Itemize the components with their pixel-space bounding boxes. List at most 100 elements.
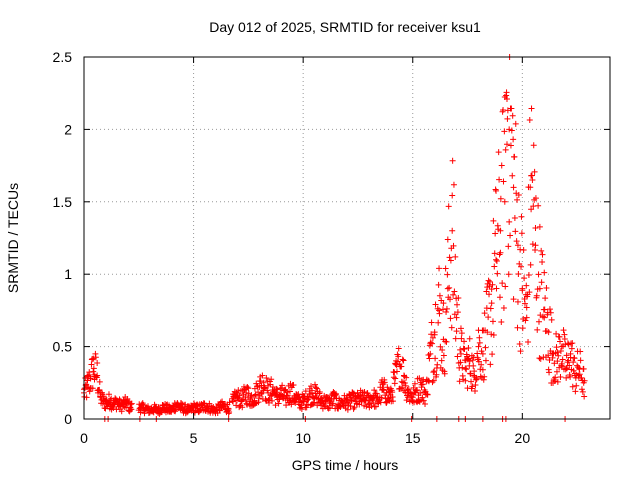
data-point bbox=[432, 301, 439, 308]
data-point bbox=[230, 398, 237, 405]
data-point bbox=[542, 295, 549, 302]
x-axis-label: GPS time / hours bbox=[292, 457, 399, 473]
data-point bbox=[558, 343, 565, 350]
data-point bbox=[515, 271, 522, 278]
data-point bbox=[543, 284, 550, 291]
data-point bbox=[462, 377, 469, 384]
data-point bbox=[90, 368, 97, 375]
data-point bbox=[518, 263, 525, 270]
data-point bbox=[457, 325, 464, 332]
data-point bbox=[368, 403, 375, 410]
data-point bbox=[396, 360, 403, 367]
grid-lines bbox=[84, 57, 610, 419]
data-point bbox=[475, 343, 482, 350]
data-point bbox=[399, 384, 406, 391]
data-point bbox=[529, 241, 536, 248]
data-point bbox=[283, 389, 290, 396]
y-tick-label: 1.5 bbox=[53, 194, 73, 210]
data-point bbox=[298, 405, 305, 412]
data-point bbox=[269, 397, 276, 404]
data-point bbox=[565, 357, 572, 364]
data-point bbox=[579, 388, 586, 395]
data-point bbox=[308, 389, 315, 396]
data-point bbox=[479, 366, 486, 373]
data-point bbox=[467, 370, 474, 377]
data-point bbox=[551, 360, 558, 367]
data-point bbox=[557, 374, 564, 381]
data-point bbox=[449, 192, 456, 199]
data-point bbox=[390, 398, 397, 405]
data-point bbox=[520, 246, 527, 253]
data-point bbox=[447, 296, 454, 303]
data-point bbox=[257, 378, 264, 385]
data-point bbox=[431, 368, 438, 375]
data-point bbox=[526, 289, 533, 296]
data-point bbox=[452, 253, 459, 260]
data-point bbox=[458, 330, 465, 337]
data-point bbox=[255, 389, 262, 396]
data-point bbox=[401, 379, 408, 386]
data-point bbox=[428, 319, 435, 326]
data-point bbox=[395, 353, 402, 360]
data-point bbox=[159, 404, 166, 411]
data-point bbox=[569, 383, 576, 390]
data-point bbox=[265, 389, 272, 396]
data-point bbox=[146, 407, 153, 414]
data-point bbox=[470, 362, 477, 369]
data-point bbox=[507, 232, 514, 239]
data-point bbox=[273, 394, 280, 401]
data-point bbox=[393, 368, 400, 375]
data-point bbox=[528, 206, 535, 213]
data-point bbox=[546, 357, 553, 364]
data-point bbox=[466, 335, 473, 342]
data-point bbox=[440, 352, 447, 359]
data-point bbox=[518, 213, 525, 220]
data-point bbox=[486, 291, 493, 298]
data-point bbox=[264, 387, 271, 394]
data-point bbox=[461, 346, 468, 353]
data-point bbox=[555, 352, 562, 359]
data-point bbox=[550, 350, 557, 357]
data-point bbox=[402, 382, 409, 389]
data-point bbox=[422, 401, 429, 408]
data-point bbox=[494, 270, 501, 277]
data-point bbox=[151, 405, 158, 412]
data-point bbox=[561, 335, 568, 342]
data-point bbox=[312, 384, 319, 391]
data-point bbox=[444, 236, 451, 243]
data-point bbox=[225, 405, 232, 412]
data-point bbox=[501, 198, 508, 205]
data-point bbox=[450, 242, 457, 249]
data-point bbox=[497, 195, 504, 202]
data-point bbox=[300, 398, 307, 405]
data-point bbox=[489, 351, 496, 358]
data-point bbox=[113, 398, 120, 405]
data-point bbox=[541, 306, 548, 313]
data-point bbox=[226, 399, 233, 406]
data-point bbox=[330, 395, 337, 402]
data-point bbox=[533, 292, 540, 299]
data-point bbox=[516, 340, 523, 347]
data-point bbox=[268, 376, 275, 383]
data-point bbox=[290, 382, 297, 389]
data-point bbox=[527, 261, 534, 268]
data-point bbox=[395, 345, 402, 352]
y-tick-label: 1 bbox=[64, 266, 72, 282]
data-point bbox=[105, 391, 112, 398]
data-point bbox=[491, 263, 498, 270]
data-point bbox=[267, 381, 274, 388]
data-point bbox=[509, 172, 516, 179]
data-point bbox=[457, 350, 464, 357]
data-point bbox=[566, 362, 573, 369]
data-point bbox=[432, 355, 439, 362]
data-point bbox=[272, 402, 279, 409]
data-point bbox=[325, 395, 332, 402]
data-point bbox=[523, 304, 530, 311]
data-point bbox=[493, 258, 500, 265]
data-point bbox=[554, 358, 561, 365]
data-point bbox=[92, 354, 99, 361]
y-tick-label: 0.5 bbox=[53, 339, 73, 355]
data-point bbox=[499, 280, 506, 287]
data-point bbox=[84, 384, 91, 391]
